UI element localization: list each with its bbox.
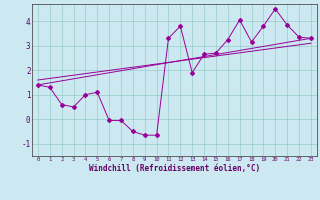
X-axis label: Windchill (Refroidissement éolien,°C): Windchill (Refroidissement éolien,°C): [89, 164, 260, 173]
